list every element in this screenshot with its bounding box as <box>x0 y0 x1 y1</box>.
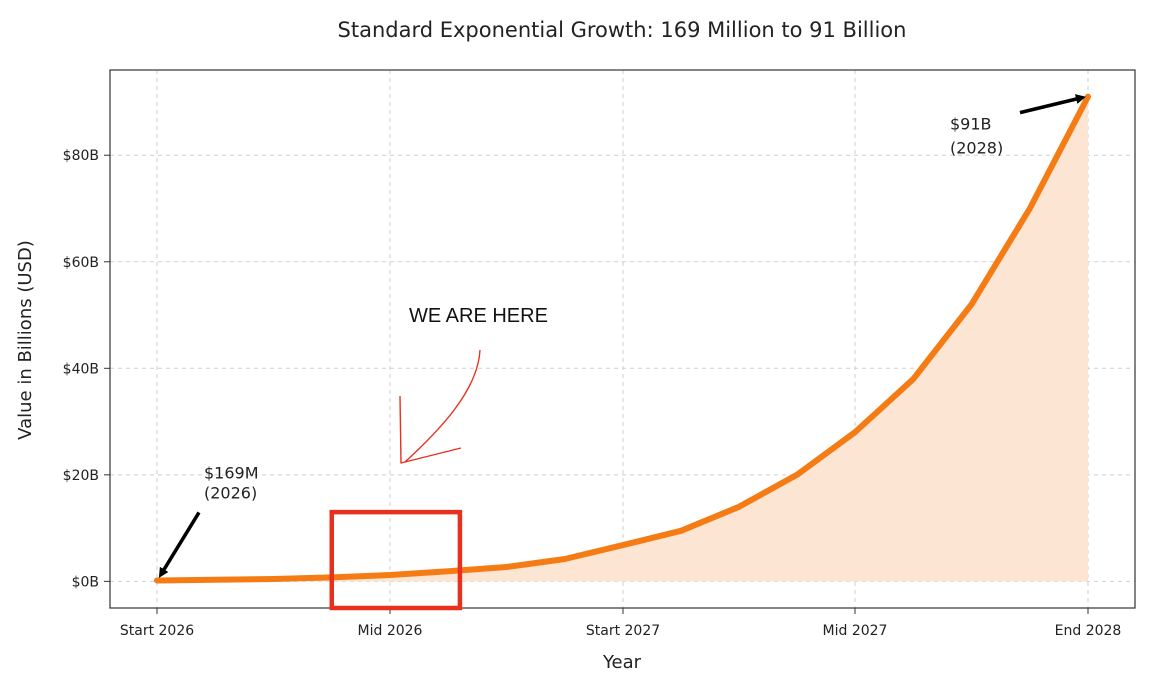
x-tick-label: Start 2026 <box>120 623 194 639</box>
x-tick-label: End 2028 <box>1055 623 1122 639</box>
y-tick-label: $80B <box>63 148 99 164</box>
x-tick-label: Mid 2026 <box>358 623 423 639</box>
y-tick-label: $20B <box>63 468 99 484</box>
series-line <box>154 93 1091 584</box>
y-axis-label: Value in Billions (USD) <box>15 240 36 440</box>
annotation-arrow-end <box>1019 94 1086 115</box>
highlight-box <box>329 509 463 611</box>
x-tick-label: Mid 2027 <box>823 623 888 639</box>
annotation-end-year: (2028) <box>950 139 1003 158</box>
annotation-end-value: $91B <box>950 115 992 134</box>
annotations: $169M(2026) $91B (2028) <box>158 94 1086 578</box>
y-tick-label: $60B <box>63 255 99 271</box>
y-tick-label: $0B <box>72 574 99 590</box>
handdrawn-arrow-head <box>399 395 462 464</box>
series-area-fill <box>157 96 1088 582</box>
x-tick-label: Start 2027 <box>586 623 660 639</box>
y-axis-ticks: $0B $20B $40B $60B $80B <box>63 148 110 590</box>
handdrawn-arrow-shaft <box>404 349 481 463</box>
annotation-start-value: $169M <box>204 463 259 482</box>
chart-title: Standard Exponential Growth: 169 Million… <box>338 18 907 42</box>
annotation-arrow-start <box>158 511 201 578</box>
we-are-here-overlay: WE ARE HERE <box>329 305 548 611</box>
we-are-here-label: WE ARE HERE <box>409 305 548 327</box>
y-tick-label: $40B <box>63 361 99 377</box>
annotation-start-year: (2026) <box>204 483 257 502</box>
x-axis-ticks: Start 2026 Mid 2026 Start 2027 Mid 2027 End … <box>120 608 1121 639</box>
x-axis-label: Year <box>602 652 642 673</box>
